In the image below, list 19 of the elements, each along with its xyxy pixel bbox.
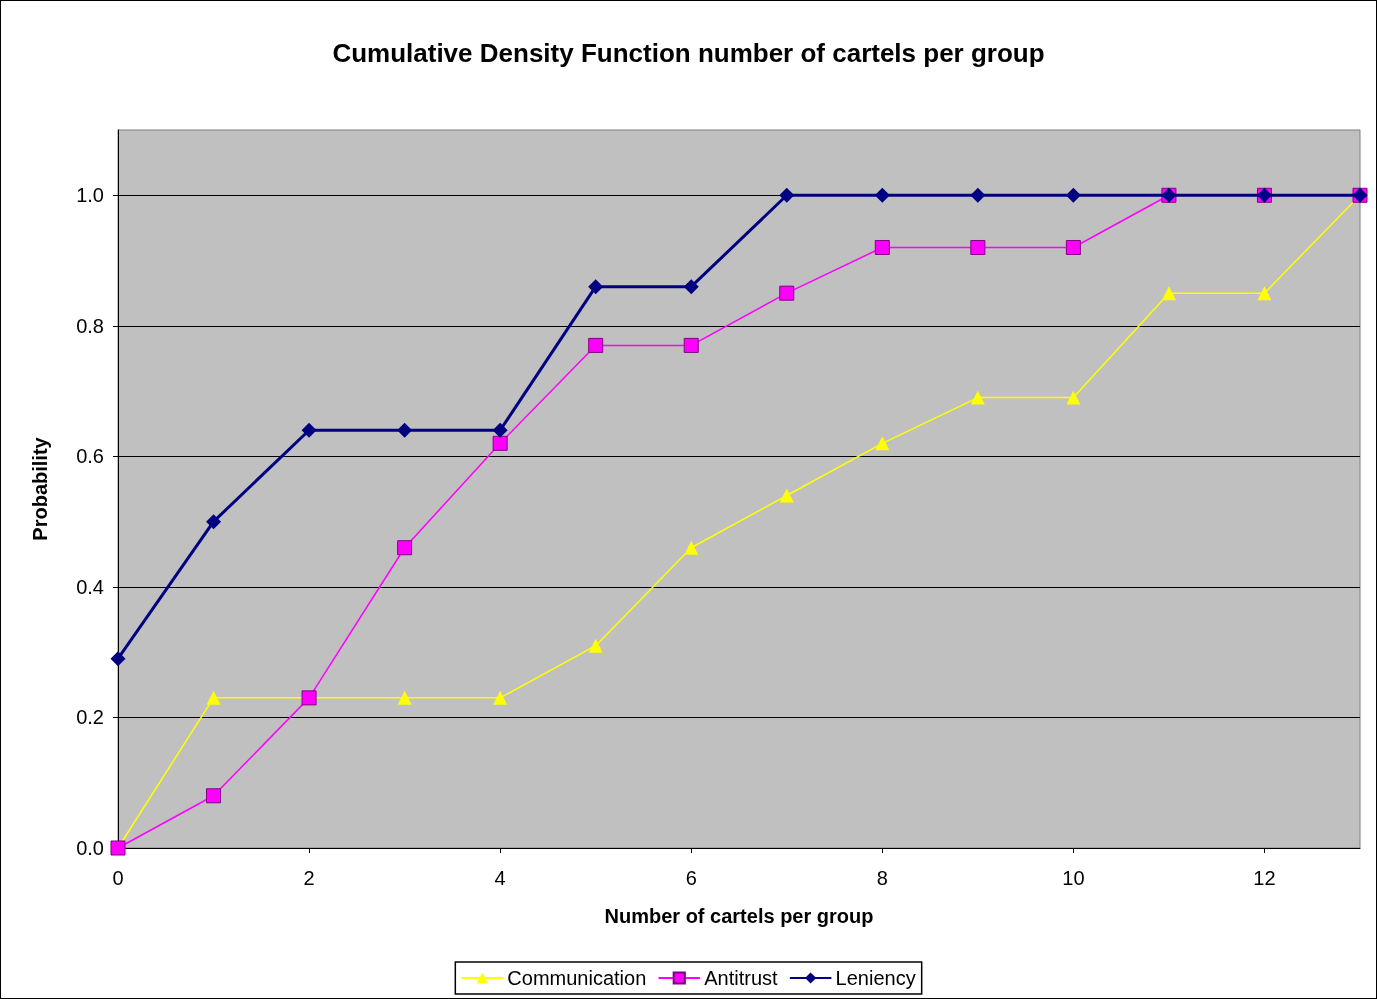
y-tick-label: 0.8 bbox=[76, 314, 104, 337]
legend-label: Antitrust bbox=[704, 967, 779, 989]
legend-label: Leniency bbox=[835, 967, 916, 989]
x-axis-title: Number of cartels per group bbox=[604, 905, 874, 927]
x-tick-label: 4 bbox=[494, 867, 506, 889]
y-axis-title: Probability bbox=[29, 436, 51, 541]
x-tick-label: 6 bbox=[685, 867, 697, 889]
x-tick-label: 10 bbox=[1062, 867, 1085, 889]
y-tick-label: 0.4 bbox=[76, 575, 104, 598]
x-tick-label: 8 bbox=[876, 867, 888, 889]
x-tick-label: 12 bbox=[1253, 867, 1276, 889]
y-tick-label: 0.6 bbox=[76, 445, 104, 468]
y-tick-label: 0.0 bbox=[76, 837, 104, 859]
x-tick-label: 0 bbox=[112, 867, 124, 889]
y-tick-label: 1.0 bbox=[76, 184, 104, 207]
x-tick-label: 2 bbox=[303, 867, 315, 889]
y-tick-label: 0.2 bbox=[76, 706, 104, 729]
legend-label: Communication bbox=[507, 967, 647, 989]
chart-title: Cumulative Density Function number of cartels per group bbox=[332, 38, 1045, 68]
